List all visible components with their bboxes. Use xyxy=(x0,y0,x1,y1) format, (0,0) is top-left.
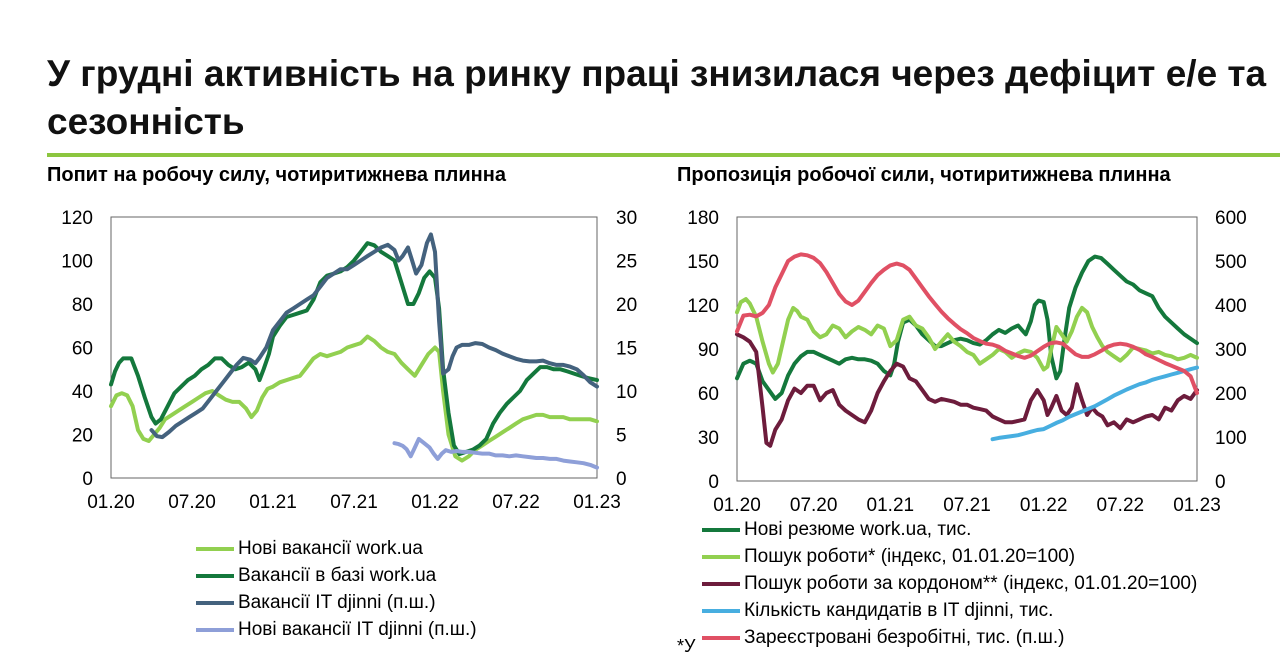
legend-item: Нові вакансії IT djinni (п.ш.) xyxy=(196,616,477,643)
right-x-tick-label: 01.20 xyxy=(713,495,761,516)
right-y2-tick-label: 600 xyxy=(1215,208,1247,229)
left-chart-legend: Нові вакансії work.ua Вакансії в базі wor… xyxy=(196,535,477,643)
right-y2-tick-label: 300 xyxy=(1215,340,1247,361)
legend-label: Нові резюме work.ua, тис. xyxy=(744,519,972,540)
right-series-line-4 xyxy=(735,252,1199,395)
left-x-tick-label: 01.21 xyxy=(249,492,297,513)
right-y2-tick-label: 0 xyxy=(1215,472,1226,493)
legend-label: Вакансії в базі work.ua xyxy=(238,565,437,586)
legend-item: Вакансії в базі work.ua xyxy=(196,562,477,589)
page-title: У грудні активність на ринку праці знизи… xyxy=(47,53,1267,142)
right-y-tick-label: 0 xyxy=(708,472,719,493)
left-y-tick-label: 40 xyxy=(72,382,93,403)
right-y2-tick-label: 400 xyxy=(1215,296,1247,317)
left-chart-title: Попит на робочу силу, чотиритижнева плин… xyxy=(47,164,506,186)
left-y2-tick-label: 5 xyxy=(616,426,627,447)
left-y2-tick-label: 0 xyxy=(616,469,627,490)
right-y2-tick-label: 200 xyxy=(1215,384,1247,405)
right-x-tick-label: 07.22 xyxy=(1097,495,1145,516)
left-y2-tick-label: 10 xyxy=(616,382,637,403)
legend-item: Пошук роботи* (індекс, 01.01.20=100) xyxy=(702,543,1197,570)
left-y2-tick-label: 30 xyxy=(616,208,637,229)
legend-swatch xyxy=(702,527,740,532)
right-plot-frame xyxy=(736,216,1198,482)
right-chart-title: Пропозиція робочої сили, чотиритижнева п… xyxy=(677,164,1171,186)
right-y-tick-label: 30 xyxy=(698,428,719,449)
right-x-tick-label: 01.22 xyxy=(1020,495,1068,516)
legend-label: Кількість кандидатів в IT djinni, тис. xyxy=(744,600,1054,621)
legend-label: Нові вакансії work.ua xyxy=(238,538,423,559)
left-y-tick-label: 60 xyxy=(72,339,93,360)
legend-swatch xyxy=(702,581,740,586)
legend-item: Кількість кандидатів в IT djinni, тис. xyxy=(702,597,1197,624)
right-y2-tick-label: 500 xyxy=(1215,252,1247,273)
left-y-tick-label: 80 xyxy=(72,295,93,316)
right-chart-legend: Нові резюме work.ua, тис. Пошук роботи* (… xyxy=(702,516,1197,651)
legend-swatch xyxy=(196,627,234,632)
left-series-line-3 xyxy=(392,436,599,470)
right-series-line-3 xyxy=(990,365,1199,442)
left-y2-tick-label: 15 xyxy=(616,339,637,360)
right-y-tick-label: 150 xyxy=(687,252,719,273)
left-y-tick-label: 120 xyxy=(61,208,93,229)
legend-item: Нові вакансії work.ua xyxy=(196,535,477,562)
left-x-tick-label: 07.20 xyxy=(168,492,216,513)
right-y-tick-label: 60 xyxy=(698,384,719,405)
legend-item: Зареєстровані безробітні, тис. (п.ш.) xyxy=(702,624,1197,651)
left-y-tick-label: 100 xyxy=(61,252,93,273)
right-x-tick-label: 07.20 xyxy=(790,495,838,516)
left-series-line-1 xyxy=(109,241,599,457)
legend-swatch xyxy=(702,608,740,613)
left-plot-frame xyxy=(110,216,598,479)
right-series-line-1 xyxy=(735,297,1199,375)
legend-item: Нові резюме work.ua, тис. xyxy=(702,516,1197,543)
right-y-tick-label: 180 xyxy=(687,208,719,229)
legend-label: Вакансії IT djinni (п.ш.) xyxy=(238,592,436,613)
legend-swatch xyxy=(196,546,234,551)
title-divider xyxy=(47,153,1280,157)
legend-swatch xyxy=(196,573,234,578)
left-x-tick-label: 07.22 xyxy=(492,492,540,513)
legend-label: Пошук роботи за кордоном** (індекс, 01.0… xyxy=(744,573,1198,594)
right-x-tick-label: 01.23 xyxy=(1173,495,1221,516)
left-y-tick-label: 0 xyxy=(82,469,93,490)
left-y-tick-label: 20 xyxy=(72,426,93,447)
right-y-tick-label: 120 xyxy=(687,296,719,317)
left-series-line-2 xyxy=(149,232,599,440)
right-x-tick-label: 01.21 xyxy=(867,495,915,516)
left-x-tick-label: 07.21 xyxy=(330,492,378,513)
legend-label: Нові вакансії IT djinni (п.ш.) xyxy=(238,619,477,640)
left-y2-tick-label: 25 xyxy=(616,252,637,273)
left-x-tick-label: 01.20 xyxy=(87,492,135,513)
left-series-line-0 xyxy=(109,334,599,463)
right-y-tick-label: 90 xyxy=(698,340,719,361)
right-y2-tick-label: 100 xyxy=(1215,428,1247,449)
legend-item: Пошук роботи за кордоном** (індекс, 01.0… xyxy=(702,570,1197,597)
footnote: *У xyxy=(677,636,696,656)
left-x-tick-label: 01.23 xyxy=(573,492,621,513)
right-x-tick-label: 07.21 xyxy=(943,495,991,516)
legend-swatch xyxy=(702,635,740,640)
left-y2-tick-label: 20 xyxy=(616,295,637,316)
legend-swatch xyxy=(196,600,234,605)
right-series-line-0 xyxy=(735,254,1199,401)
legend-item: Вакансії IT djinni (п.ш.) xyxy=(196,589,477,616)
left-x-tick-label: 01.22 xyxy=(411,492,459,513)
right-series-line-2 xyxy=(735,332,1199,448)
legend-label: Зареєстровані безробітні, тис. (п.ш.) xyxy=(744,627,1065,648)
legend-label: Пошук роботи* (індекс, 01.01.20=100) xyxy=(744,546,1076,567)
legend-swatch xyxy=(702,554,740,559)
